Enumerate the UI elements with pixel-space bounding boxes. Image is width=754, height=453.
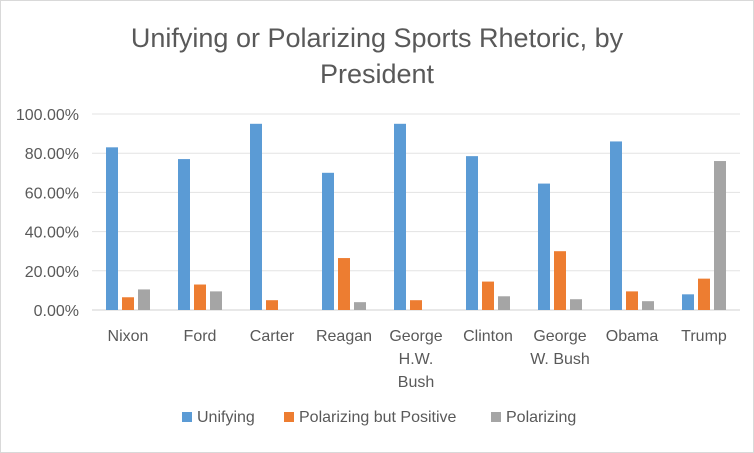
legend-label: Polarizing but Positive: [299, 409, 457, 426]
x-axis: Nixon Ford Carter Reagan George H.W. Bush Clint…: [108, 328, 727, 391]
bar-polarizing: [354, 302, 366, 310]
x-tick-label-line: Nixon: [108, 328, 149, 345]
bar-polarizing-but-positive: [410, 300, 422, 310]
x-tick-label-line: Bush: [398, 374, 434, 391]
bar-polarizing-but-positive: [122, 297, 134, 310]
bar-polarizing: [210, 291, 222, 310]
bar-polarizing-but-positive: [554, 251, 566, 310]
legend-swatch: [182, 412, 192, 422]
legend-swatch: [284, 412, 294, 422]
x-tick-label-line: Clinton: [463, 328, 513, 345]
bar-unifying: [106, 147, 118, 310]
legend-item: Unifying: [182, 409, 255, 426]
x-tick-label-line: H.W.: [399, 351, 434, 368]
bar-polarizing: [570, 299, 582, 310]
x-tick-label-line: Obama: [606, 328, 659, 345]
y-axis: 0.00% 20.00% 40.00% 60.00% 80.00% 100.00%: [16, 107, 79, 320]
bar-unifying: [610, 141, 622, 310]
bar-polarizing-but-positive: [194, 284, 206, 310]
chart-title-line-1: Unifying or Polarizing Sports Rhetoric, …: [130, 23, 624, 53]
y-tick-label: 0.00%: [34, 303, 79, 320]
x-tick-label-line: W. Bush: [530, 351, 590, 368]
x-tick-label: Reagan: [316, 328, 372, 345]
x-tick-label: Ford: [184, 328, 217, 345]
y-tick-label: 20.00%: [25, 264, 79, 281]
bar-polarizing-but-positive: [482, 281, 494, 310]
bar-unifying: [394, 123, 406, 310]
bar-polarizing: [138, 289, 150, 310]
bar-unifying: [322, 172, 334, 310]
y-tick-label: 60.00%: [25, 185, 79, 202]
chart-title-line-2: President: [319, 59, 435, 89]
x-tick-label-line: George: [389, 328, 442, 345]
x-tick-label-line: Reagan: [316, 328, 372, 345]
x-tick-label: Obama: [606, 328, 659, 345]
x-tick-label: Trump: [681, 328, 727, 345]
x-tick-label: Nixon: [108, 328, 149, 345]
bar-polarizing-but-positive: [698, 278, 710, 310]
y-tick-label: 100.00%: [16, 107, 79, 124]
y-tick-label: 80.00%: [25, 146, 79, 163]
legend-label: Unifying: [197, 409, 255, 426]
x-tick-label-line: Trump: [681, 328, 727, 345]
bar-unifying: [178, 159, 190, 310]
bar-unifying: [538, 183, 550, 310]
legend-item: Polarizing: [491, 409, 576, 426]
legend-item: Polarizing but Positive: [284, 409, 457, 426]
x-tick-label: Clinton: [463, 328, 513, 345]
bar-polarizing-but-positive: [338, 258, 350, 310]
legend-swatch: [491, 412, 501, 422]
y-tick-label: 40.00%: [25, 225, 79, 242]
x-tick-label-line: George: [533, 328, 586, 345]
bars: [106, 123, 726, 310]
bar-unifying: [466, 156, 478, 310]
bar-polarizing-but-positive: [266, 300, 278, 310]
x-tick-label-line: Carter: [250, 328, 295, 345]
x-tick-label-line: Ford: [184, 328, 217, 345]
bar-polarizing-but-positive: [626, 291, 638, 310]
bar-polarizing: [642, 301, 654, 310]
bar-unifying: [682, 294, 694, 310]
x-tick-label: George H.W. Bush: [389, 328, 442, 391]
chart-title: Unifying or Polarizing Sports Rhetoric, …: [0, 20, 754, 92]
x-tick-label: George W. Bush: [530, 328, 590, 368]
bar-unifying: [250, 123, 262, 310]
legend-label: Polarizing: [506, 409, 576, 426]
bar-polarizing: [498, 296, 510, 310]
x-tick-label: Carter: [250, 328, 295, 345]
legend: Unifying Polarizing but Positive Polarizin…: [182, 409, 576, 426]
bar-polarizing: [714, 161, 726, 310]
